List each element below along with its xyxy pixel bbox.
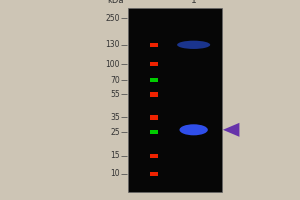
Text: 25: 25: [110, 128, 120, 137]
Text: 15: 15: [110, 151, 120, 160]
Bar: [150, 43, 158, 47]
Text: 1: 1: [191, 0, 197, 5]
Text: kDa: kDa: [107, 0, 124, 5]
Text: 70: 70: [110, 76, 120, 85]
Text: 35: 35: [110, 113, 120, 122]
Bar: [150, 130, 158, 134]
Text: 100: 100: [106, 60, 120, 69]
Ellipse shape: [177, 41, 210, 49]
Bar: [128, 8, 222, 192]
Bar: [150, 92, 158, 97]
Ellipse shape: [179, 124, 208, 135]
Text: 10: 10: [110, 169, 120, 178]
Text: 130: 130: [106, 40, 120, 49]
Bar: [150, 62, 158, 66]
Bar: [150, 78, 158, 82]
Text: 250: 250: [106, 14, 120, 23]
Bar: [150, 115, 158, 120]
Bar: [150, 172, 158, 176]
Text: 55: 55: [110, 90, 120, 99]
Polygon shape: [223, 123, 239, 137]
Bar: [150, 154, 158, 158]
